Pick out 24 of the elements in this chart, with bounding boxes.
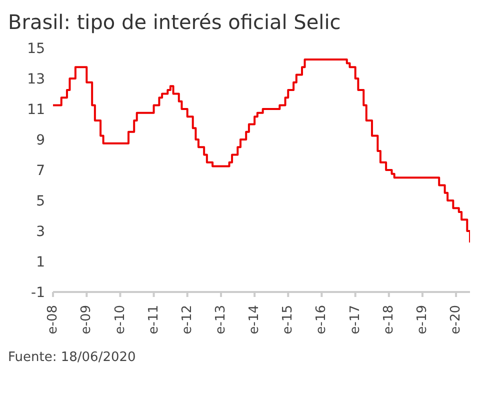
x-tick-label: e-15 xyxy=(280,305,296,334)
y-tick-label: 15 xyxy=(27,40,45,57)
y-tick-label: 9 xyxy=(36,132,45,148)
y-tick-label: 5 xyxy=(36,193,45,210)
y-tick-label: 3 xyxy=(36,224,45,240)
x-tick-label: e-19 xyxy=(415,305,430,334)
x-tick-label: e-09 xyxy=(79,305,94,334)
x-tick-label: e-16 xyxy=(314,305,330,334)
x-tick-label: e-11 xyxy=(146,305,162,334)
x-tick-label: e-17 xyxy=(348,305,363,334)
chart-title: Brasil: tipo de interés oficial Selic xyxy=(8,9,342,36)
y-tick-label: 7 xyxy=(36,162,45,179)
source-note: Fuente: 18/06/2020 xyxy=(8,350,137,365)
y-tick-label: 11 xyxy=(27,102,45,118)
x-tick-label: e-14 xyxy=(247,305,262,334)
y-tick-label: 1 xyxy=(36,254,45,270)
y-tick-label: -1 xyxy=(31,284,45,301)
y-tick-label: 13 xyxy=(27,71,45,88)
x-tick-label: e-08 xyxy=(46,305,61,334)
x-tick-label: e-20 xyxy=(448,305,464,334)
x-tick-label: e-18 xyxy=(381,305,396,334)
x-tick-label: e-13 xyxy=(214,305,229,334)
x-tick-label: e-10 xyxy=(112,305,128,334)
x-tick-label: e-12 xyxy=(180,305,195,334)
